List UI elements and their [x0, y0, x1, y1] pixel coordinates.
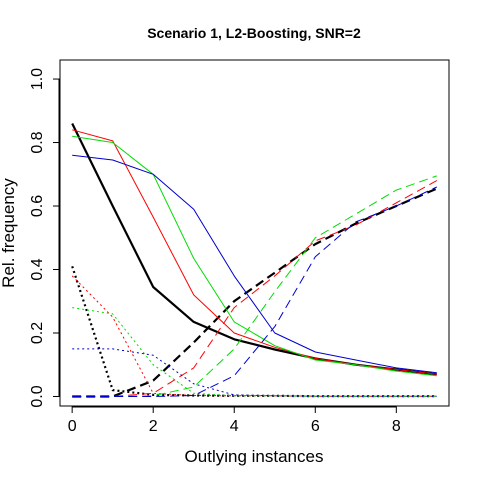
series-line-6	[71, 275, 437, 397]
x-tick-label: 4	[230, 418, 239, 435]
series-line-10	[72, 154, 437, 374]
y-tick-label: 0.0	[29, 385, 46, 407]
series-line-3	[71, 265, 437, 398]
series-line-12	[72, 348, 437, 397]
y-tick-label: 0.2	[29, 322, 46, 344]
x-tick-label: 8	[392, 418, 401, 435]
series-line-5	[72, 180, 438, 397]
x-axis-label: Outlying instances	[185, 447, 324, 466]
series-line-2	[72, 187, 438, 398]
series-line-9	[72, 307, 437, 397]
y-tick-label: 1.0	[29, 68, 46, 90]
plot-area-frame	[59, 59, 450, 407]
series-line-4	[72, 129, 437, 375]
chart-title: Scenario 1, L2-Boosting, SNR=2	[147, 25, 361, 41]
y-axis-label: Rel. frequency	[0, 178, 18, 288]
axis-layer: 0 2 4 6 8 0.0 0.2 0.4 0.6 0.8 1.0	[29, 68, 401, 435]
y-tick-label: 0.8	[29, 131, 46, 153]
series-line-8	[72, 175, 437, 397]
y-tick-label: 0.6	[29, 195, 46, 217]
series-layer	[71, 123, 438, 398]
series-line-1	[71, 123, 437, 376]
x-tick-label: 2	[149, 418, 158, 435]
series-line-11	[72, 186, 438, 397]
x-tick-label: 0	[68, 418, 77, 435]
series-line-7	[72, 135, 437, 377]
y-tick-label: 0.4	[29, 258, 46, 280]
x-tick-label: 6	[311, 418, 320, 435]
